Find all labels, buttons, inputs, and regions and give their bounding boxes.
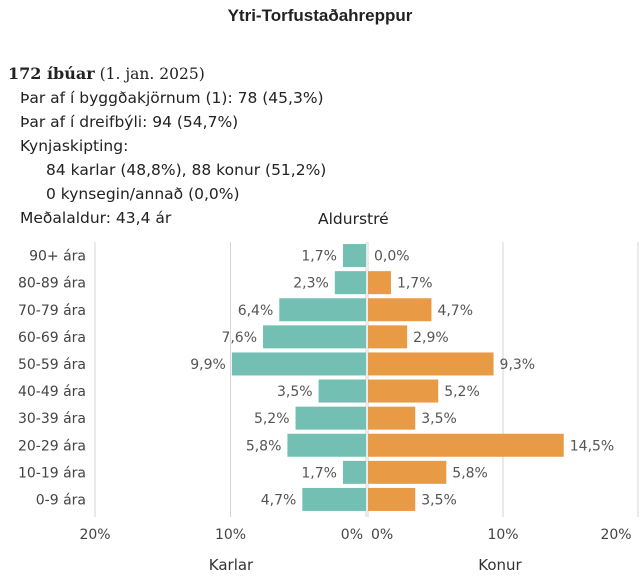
category-label: 0-9 ára xyxy=(36,492,86,508)
x-axis-label-konur: Konur xyxy=(478,556,522,574)
data-label-konur: 9,3% xyxy=(500,357,536,373)
data-label-karlar: 3,5% xyxy=(277,384,313,400)
category-label: 30-39 ára xyxy=(18,411,86,427)
data-label-karlar: 5,2% xyxy=(254,411,290,427)
category-label: 80-89 ára xyxy=(18,276,86,292)
data-label-karlar: 6,4% xyxy=(238,303,274,319)
bar-konur xyxy=(368,271,391,295)
data-label-konur: 1,7% xyxy=(397,276,433,292)
bar-karlar xyxy=(318,379,366,403)
bar-konur xyxy=(368,406,416,430)
data-label-konur: 3,5% xyxy=(421,492,457,508)
gender-other: 0 kynsegin/annað (0,0%) xyxy=(46,185,240,203)
category-label: 10-19 ára xyxy=(18,465,86,481)
x-axis-label-karlar: Karlar xyxy=(209,556,254,574)
bar-konur xyxy=(368,325,408,349)
data-label-konur: 14,5% xyxy=(570,438,614,454)
x-tick-label: 20% xyxy=(79,527,110,543)
category-label: 50-59 ára xyxy=(18,357,86,373)
data-label-karlar: 4,7% xyxy=(261,492,297,508)
x-tick-label: 10% xyxy=(487,527,518,543)
bar-konur xyxy=(368,298,432,322)
x-tick-label: 10% xyxy=(215,527,246,543)
bar-konur xyxy=(368,460,447,484)
bar-karlar xyxy=(342,244,366,268)
population-date: (1. jan. 2025) xyxy=(99,65,205,83)
data-label-karlar: 9,9% xyxy=(190,357,226,373)
category-label: 60-69 ára xyxy=(18,330,86,346)
data-label-konur: 2,9% xyxy=(413,330,449,346)
data-label-konur: 5,2% xyxy=(444,384,480,400)
bar-konur xyxy=(368,379,439,403)
category-label: 90+ ára xyxy=(29,249,86,265)
bar-karlar xyxy=(279,298,366,322)
bar-karlar xyxy=(295,406,366,430)
bar-karlar xyxy=(334,271,366,295)
bar-karlar xyxy=(342,460,366,484)
bar-konur xyxy=(368,433,564,457)
data-label-konur: 4,7% xyxy=(437,303,473,319)
bar-karlar xyxy=(287,433,366,457)
x-tick-label: 0% xyxy=(371,527,393,543)
page-title: Ytri-Torfustaðahreppur xyxy=(227,6,413,25)
data-label-konur: 0,0% xyxy=(374,249,410,265)
data-label-konur: 5,8% xyxy=(452,465,488,481)
bar-karlar xyxy=(302,487,366,511)
population-count: 172 íbúar xyxy=(8,64,95,83)
bar-konur xyxy=(368,487,416,511)
bar-karlar xyxy=(231,352,366,376)
bar-konur xyxy=(368,352,494,376)
x-tick-label: 20% xyxy=(600,527,631,543)
data-label-karlar: 1,7% xyxy=(301,249,337,265)
data-label-karlar: 2,3% xyxy=(293,276,329,292)
category-label: 20-29 ára xyxy=(18,438,86,454)
category-label: 40-49 ára xyxy=(18,384,86,400)
x-tick-label: 0% xyxy=(341,527,363,543)
bar-karlar xyxy=(263,325,366,349)
data-label-karlar: 1,7% xyxy=(301,465,337,481)
urban-share: Þar af í byggðakjörnum (1): 78 (45,3%) xyxy=(20,89,324,107)
population-info: 172 íbúar (1. jan. 2025) Þar af í byggða… xyxy=(8,62,326,230)
mean-age: Meðalaldur: 43,4 ár xyxy=(20,209,172,227)
rural-share: Þar af í dreifbýli: 94 (54,7%) xyxy=(20,113,239,131)
data-label-karlar: 5,8% xyxy=(246,438,282,454)
category-label: 70-79 ára xyxy=(18,303,86,319)
chart-title: Aldurstré xyxy=(318,210,389,228)
gender-heading: Kynjaskipting: xyxy=(20,137,129,155)
gender-male-female: 84 karlar (48,8%), 88 konur (51,2%) xyxy=(46,161,327,179)
population-line: 172 íbúar (1. jan. 2025) xyxy=(8,62,326,86)
data-label-karlar: 7,6% xyxy=(221,330,257,346)
data-label-konur: 3,5% xyxy=(421,411,457,427)
